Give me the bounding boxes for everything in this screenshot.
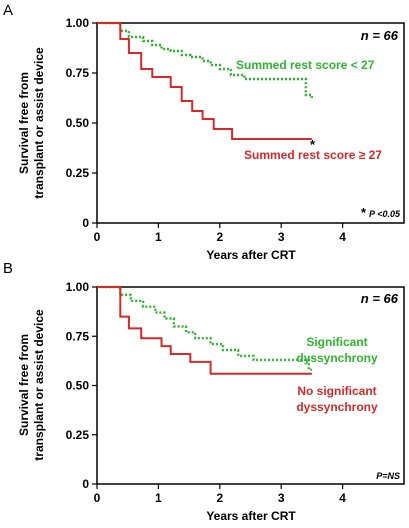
panel-a-xtick-label-2: 2: [216, 230, 223, 244]
panel-a-ylabel-line-2: transplant or assist device: [32, 47, 46, 199]
panel-a-ytick-label-4: 1.00: [66, 16, 90, 30]
panel-b-xtick-label-1: 1: [155, 491, 162, 505]
panel-b-xtick-label-4: 4: [339, 491, 346, 505]
panel-b-xtick-label-0: 0: [94, 491, 101, 505]
panel-b-ytick-label-4: 1.00: [66, 280, 90, 294]
panel-b-legend-red-line-1: No significant: [297, 384, 376, 398]
panel-b-legend-green-line-2: dyssynchrony: [296, 351, 378, 365]
panel-b-label: B: [3, 260, 13, 277]
panel-b-ylabel-line-2: transplant or assist device: [32, 309, 46, 461]
panel-a-n-label: n = 66: [361, 28, 399, 43]
panel-b-series-green-line: [97, 285, 312, 371]
panel-a-xtick-label-3: 3: [278, 230, 285, 244]
panel-a-xtick-label-4: 4: [339, 230, 346, 244]
panel-b-n-label: n = 66: [361, 291, 399, 306]
panel-b-legend-red-line-2: dyssynchrony: [296, 400, 378, 414]
panel-a: A n = 66 Years after CRT Survival free f…: [3, 2, 405, 262]
panel-b-xtick-label-2: 2: [216, 491, 223, 505]
panel-b-footnote-text: P=NS: [376, 471, 400, 481]
panel-b-ylabel-line-1: Survival free from: [17, 334, 31, 436]
panel-b-footnote: P=NS: [376, 471, 400, 481]
panel-a-footnote-star: *: [361, 205, 367, 220]
panel-a-legend-green: Summed rest score < 27: [236, 58, 375, 72]
panel-b-legend-green-line-1: Significant: [306, 335, 367, 349]
panel-a-series-red-line: [97, 22, 312, 140]
panel-b: B n = 66 Years after CRT Survival free f…: [3, 260, 405, 523]
panel-a-footnote: * P <0.05: [361, 205, 401, 220]
panel-a-ytick-label-1: 0.25: [66, 166, 90, 180]
panel-a-significance-star: *: [310, 137, 316, 152]
panel-a-ylabel-line-1: Survival free from: [17, 72, 31, 174]
panel-a-label: A: [3, 2, 13, 19]
panel-b-ytick-label-0: 0: [82, 477, 89, 491]
panel-a-series-green-line: [97, 21, 314, 99]
panel-a-xlabel: Years after CRT: [206, 248, 296, 262]
panel-a-footnote-text: P <0.05: [369, 209, 401, 219]
panel-a-ytick-label-2: 0.50: [66, 116, 90, 130]
panel-a-xtick-label-0: 0: [94, 230, 101, 244]
panel-a-ytick-label-0: 0: [82, 216, 89, 230]
panel-a-xtick-label-1: 1: [155, 230, 162, 244]
panel-b-series-red-line: [97, 286, 312, 375]
panel-b-ytick-label-2: 0.50: [66, 379, 90, 393]
panel-b-ytick-label-3: 0.75: [66, 329, 90, 343]
panel-b-xlabel: Years after CRT: [206, 509, 296, 523]
panel-b-n-text: n = 66: [361, 291, 399, 306]
panel-a-ytick-label-3: 0.75: [66, 66, 90, 80]
panel-a-legend-red: Summed rest score ≥ 27: [244, 148, 382, 162]
panel-a-frame: [96, 22, 405, 224]
panel-b-xtick-label-3: 3: [278, 491, 285, 505]
panel-b-ytick-label-1: 0.25: [66, 428, 90, 442]
panel-a-n-text: n = 66: [361, 28, 399, 43]
